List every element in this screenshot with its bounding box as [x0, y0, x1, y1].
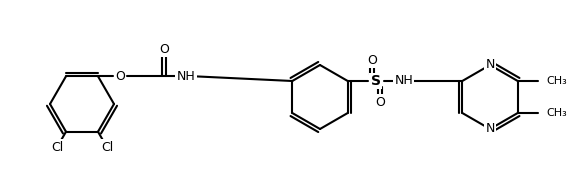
Text: O: O: [115, 70, 125, 83]
Text: Cl: Cl: [101, 141, 113, 154]
Text: CH₃: CH₃: [547, 108, 567, 118]
Text: S: S: [371, 74, 381, 88]
Text: Cl: Cl: [51, 141, 63, 154]
Text: N: N: [485, 122, 495, 136]
Text: CH₃: CH₃: [547, 76, 567, 86]
Text: O: O: [375, 95, 384, 108]
Text: N: N: [485, 59, 495, 71]
Text: O: O: [159, 43, 169, 56]
Text: NH: NH: [177, 70, 196, 83]
Text: NH: NH: [394, 74, 413, 88]
Text: O: O: [367, 54, 376, 66]
